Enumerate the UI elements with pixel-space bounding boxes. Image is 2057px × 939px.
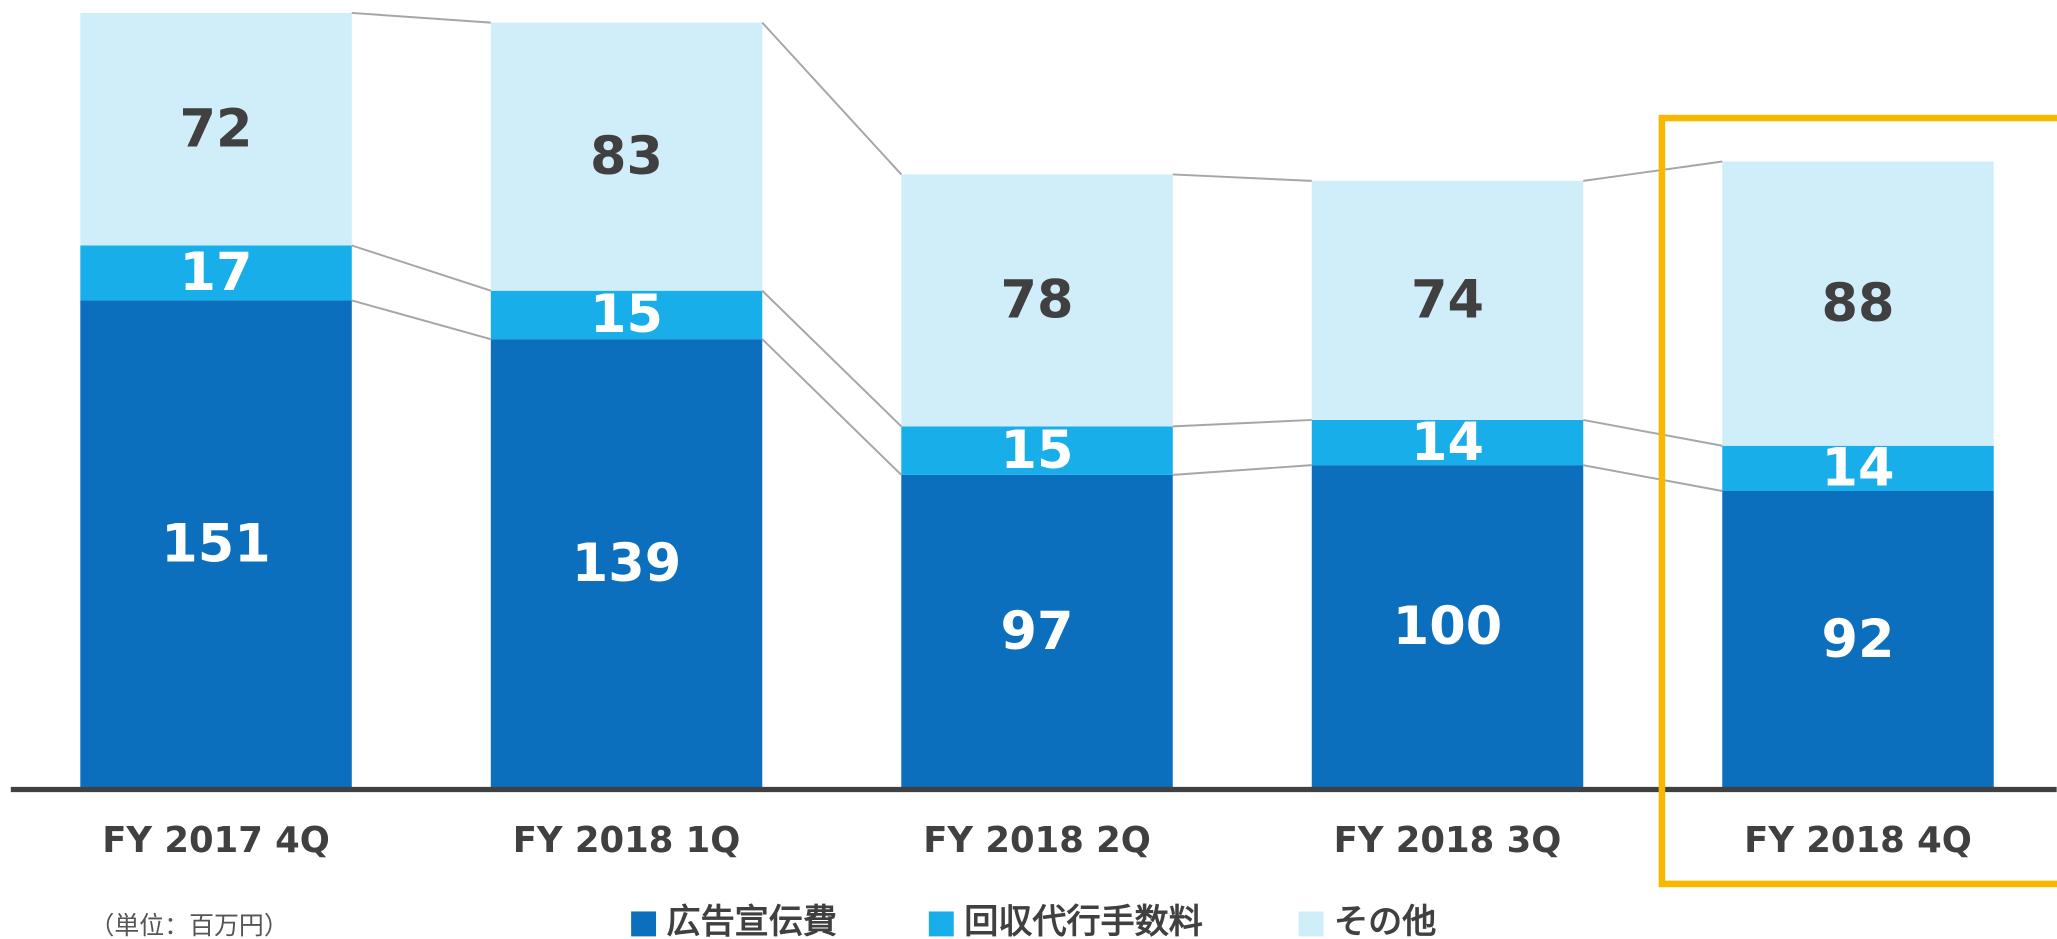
connector-line bbox=[351, 11, 491, 24]
connector-line bbox=[1172, 418, 1312, 428]
connector-line bbox=[1583, 464, 1723, 492]
bar-segment bbox=[1722, 490, 1994, 789]
value-label: 83 bbox=[590, 126, 663, 187]
bar-segment bbox=[901, 174, 1173, 427]
x-tick-label: FY 2017 4Q bbox=[102, 820, 330, 861]
connector-line bbox=[351, 299, 492, 341]
bar-segment bbox=[80, 245, 352, 301]
legend-label: 回収代行手数料 bbox=[964, 902, 1203, 939]
connector-line bbox=[761, 290, 902, 428]
bar-segment bbox=[901, 474, 1173, 789]
value-label: 15 bbox=[590, 284, 663, 345]
value-label: 17 bbox=[180, 242, 253, 303]
value-label: 14 bbox=[1411, 412, 1484, 473]
bar-segment bbox=[490, 22, 763, 291]
value-label: 74 bbox=[1411, 270, 1484, 331]
connector-line bbox=[1172, 464, 1312, 476]
x-tick-label: FY 2018 2Q bbox=[923, 820, 1151, 861]
connector-line bbox=[351, 244, 492, 292]
x-tick-label: FY 2018 4Q bbox=[1744, 820, 1972, 861]
connector-line bbox=[1583, 160, 1723, 182]
connector-line bbox=[1172, 173, 1312, 182]
bar-segment bbox=[1311, 180, 1584, 420]
bar-segment bbox=[1311, 465, 1584, 789]
value-label: 92 bbox=[1822, 609, 1895, 670]
x-tick-label: FY 2018 1Q bbox=[513, 820, 741, 861]
value-label: 15 bbox=[1001, 420, 1074, 481]
value-label: 78 bbox=[1001, 270, 1074, 331]
bar-segment bbox=[80, 12, 352, 246]
value-label: 14 bbox=[1822, 438, 1895, 499]
value-label: 88 bbox=[1822, 273, 1895, 334]
value-label: 72 bbox=[180, 98, 253, 159]
bar-segment bbox=[490, 290, 763, 340]
value-label: 97 bbox=[1001, 601, 1074, 662]
x-tick-label: FY 2018 3Q bbox=[1334, 820, 1562, 861]
legend-swatch bbox=[1298, 911, 1324, 937]
connector-line bbox=[761, 21, 903, 176]
legend-swatch bbox=[631, 911, 657, 937]
value-label: 100 bbox=[1393, 596, 1502, 657]
bar-segment bbox=[901, 426, 1173, 475]
value-label: 151 bbox=[161, 514, 270, 575]
connector-line bbox=[1583, 418, 1723, 447]
bar-segment bbox=[1722, 445, 1994, 491]
unit-note: （単位：百万円） bbox=[90, 911, 289, 939]
connector-line bbox=[761, 338, 902, 476]
legend-label: その他 bbox=[1334, 902, 1436, 939]
legend-swatch bbox=[928, 911, 954, 937]
highlight-box bbox=[1658, 114, 2057, 888]
value-label: 139 bbox=[572, 533, 681, 594]
bar-segment bbox=[80, 300, 352, 789]
bar-segment bbox=[1311, 419, 1584, 466]
bar-segment bbox=[490, 339, 763, 789]
bar-segment bbox=[1722, 161, 1994, 446]
legend-label: 広告宣伝費 bbox=[667, 902, 837, 939]
